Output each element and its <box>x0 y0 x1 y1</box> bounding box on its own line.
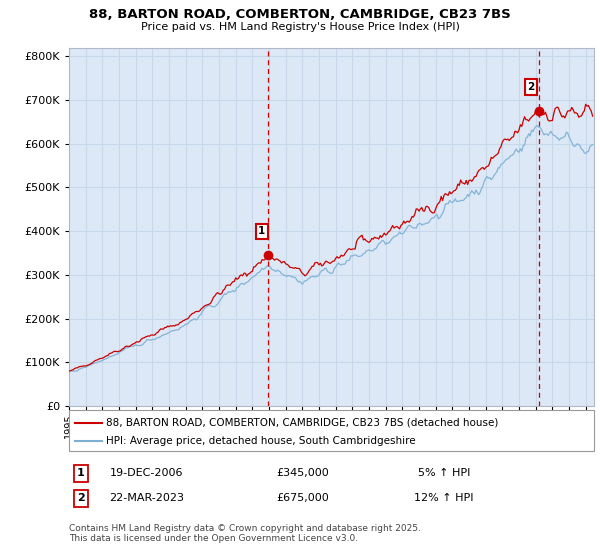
Text: 2: 2 <box>77 493 85 503</box>
Text: HPI: Average price, detached house, South Cambridgeshire: HPI: Average price, detached house, Sout… <box>106 436 416 446</box>
Text: 1: 1 <box>258 226 265 236</box>
Text: 88, BARTON ROAD, COMBERTON, CAMBRIDGE, CB23 7BS (detached house): 88, BARTON ROAD, COMBERTON, CAMBRIDGE, C… <box>106 418 499 428</box>
Text: 1: 1 <box>77 468 85 478</box>
Text: 88, BARTON ROAD, COMBERTON, CAMBRIDGE, CB23 7BS: 88, BARTON ROAD, COMBERTON, CAMBRIDGE, C… <box>89 8 511 21</box>
Text: 2: 2 <box>527 82 535 92</box>
Text: 5% ↑ HPI: 5% ↑ HPI <box>418 468 470 478</box>
Text: 22-MAR-2023: 22-MAR-2023 <box>110 493 185 503</box>
Text: 19-DEC-2006: 19-DEC-2006 <box>110 468 184 478</box>
Text: Contains HM Land Registry data © Crown copyright and database right 2025.
This d: Contains HM Land Registry data © Crown c… <box>69 524 421 543</box>
Text: £345,000: £345,000 <box>277 468 329 478</box>
Text: Price paid vs. HM Land Registry's House Price Index (HPI): Price paid vs. HM Land Registry's House … <box>140 22 460 32</box>
Text: 12% ↑ HPI: 12% ↑ HPI <box>414 493 474 503</box>
Text: £675,000: £675,000 <box>277 493 329 503</box>
